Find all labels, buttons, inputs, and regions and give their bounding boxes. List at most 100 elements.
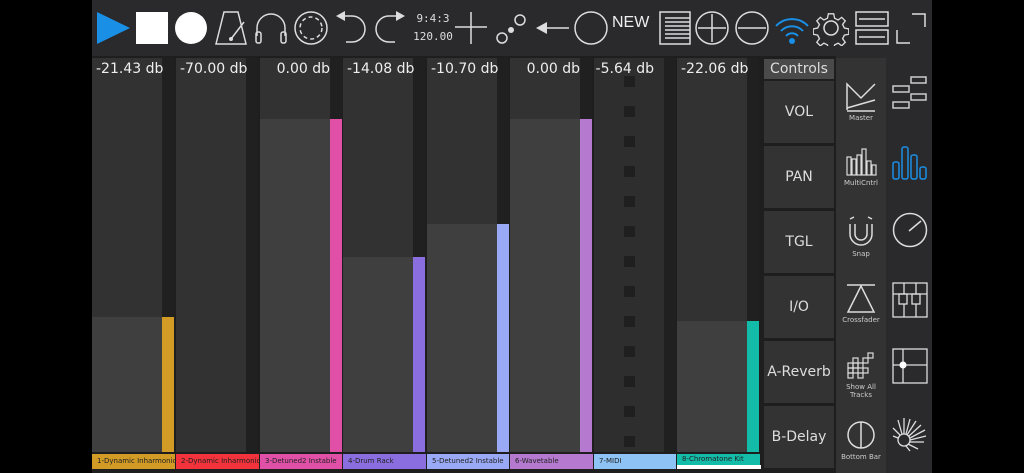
record-button[interactable] xyxy=(174,8,208,48)
xy-pad-view-button[interactable] xyxy=(892,348,928,384)
show-all-tracks-icon xyxy=(847,352,874,379)
headphones-icon xyxy=(255,13,287,44)
volume-fader[interactable] xyxy=(92,317,162,452)
b-delay-button[interactable]: B-Delay xyxy=(764,406,834,468)
track-strip[interactable]: -22.06 db xyxy=(677,58,759,452)
track-strip-midi[interactable]: -5.64 db xyxy=(594,58,676,452)
app-window: 9:4:3 120.00 NEW xyxy=(92,0,932,473)
fullscreen-button[interactable] xyxy=(894,8,928,48)
midi-indicator xyxy=(624,406,635,417)
add-button[interactable] xyxy=(454,8,488,48)
crossfader-tool[interactable]: Crossfader xyxy=(836,282,886,324)
stop-button[interactable] xyxy=(135,8,169,48)
metronome-icon xyxy=(215,11,247,45)
redo-button[interactable] xyxy=(373,8,407,48)
loop-icon xyxy=(294,11,328,45)
tgl-button[interactable]: TGL xyxy=(764,211,834,273)
a-reverb-button[interactable]: A-Reverb xyxy=(764,341,834,403)
record-icon xyxy=(175,12,207,44)
master-tool[interactable]: Master xyxy=(836,80,886,122)
back-button[interactable] xyxy=(535,8,571,48)
track-name-label[interactable]: 3-Detuned2 Instable xyxy=(260,454,343,469)
track-name-label[interactable]: 2-Dynamic Inharmonics xyxy=(176,454,260,469)
stop-icon xyxy=(136,12,168,44)
midi-indicator xyxy=(624,76,635,87)
new-button[interactable]: NEW xyxy=(612,14,650,31)
multi-control-tool[interactable]: MultiCntrl xyxy=(836,145,886,187)
track-strip[interactable]: -14.08 db xyxy=(343,58,425,452)
burst-view-icon xyxy=(892,418,927,452)
track-name-label[interactable]: 5-Detuned2 Instable xyxy=(427,454,510,469)
automation-button[interactable] xyxy=(494,8,528,48)
volume-fader[interactable] xyxy=(427,224,497,452)
volume-db: -5.64 db xyxy=(595,61,654,77)
zoom-in-button[interactable] xyxy=(694,8,730,48)
track-strip[interactable]: 0.00 db xyxy=(510,58,592,452)
bottom-bar-icon xyxy=(847,421,875,449)
bottom-bar-tool[interactable]: Bottom Bar xyxy=(836,419,886,461)
crossfader-label: Crossfader xyxy=(842,316,880,324)
track-strip[interactable]: -70.00 db xyxy=(176,58,258,452)
mixer-view-button[interactable] xyxy=(892,144,928,180)
play-button[interactable] xyxy=(94,8,132,48)
volume-fader[interactable] xyxy=(343,257,413,452)
volume-db: -22.06 db xyxy=(681,61,749,77)
arrangement-view-button[interactable] xyxy=(892,74,928,110)
level-meter xyxy=(747,321,759,452)
vol-button[interactable]: VOL xyxy=(764,81,834,143)
track-strip[interactable]: -21.43 db xyxy=(92,58,174,452)
midi-indicator xyxy=(624,376,635,387)
wifi-sync-button[interactable] xyxy=(774,8,810,48)
tempo-display[interactable]: 9:4:3 120.00 xyxy=(410,10,456,46)
plus-icon xyxy=(455,12,487,44)
volume-db: -10.70 db xyxy=(431,61,499,77)
io-button[interactable]: I/O xyxy=(764,276,834,338)
loop-button[interactable] xyxy=(293,8,329,48)
view-switcher xyxy=(886,56,932,473)
settings-button[interactable] xyxy=(813,8,849,48)
keyboard-view-button[interactable] xyxy=(892,282,928,318)
level-meter xyxy=(330,119,342,452)
volume-fader[interactable] xyxy=(260,119,330,452)
track-name-label[interactable]: 8-Chromatone Kit xyxy=(677,454,761,465)
wifi-icon xyxy=(775,18,809,44)
toolbar: 9:4:3 120.00 NEW xyxy=(92,0,932,56)
master-icon xyxy=(846,82,876,112)
track-strip[interactable]: -10.70 db xyxy=(427,58,509,452)
fullscreen-icon xyxy=(896,13,926,44)
midi-indicator xyxy=(624,136,635,147)
show-all-tracks-label: Show All Tracks xyxy=(846,383,876,399)
midi-indicator xyxy=(624,106,635,117)
track-name-label[interactable]: 4-Drum Rack xyxy=(343,454,427,469)
zoom-out-icon xyxy=(735,11,769,45)
knob-view-icon xyxy=(892,212,928,248)
circle-button[interactable] xyxy=(573,8,609,48)
snap-tool[interactable]: Snap xyxy=(836,216,886,258)
track-strip[interactable]: 0.00 db xyxy=(260,58,342,452)
keyboard-view-icon xyxy=(892,282,928,318)
zoom-out-button[interactable] xyxy=(734,8,770,48)
level-meter xyxy=(497,224,509,452)
track-name-label[interactable]: 1-Dynamic Inharmonics xyxy=(92,454,176,469)
pan-button[interactable]: PAN xyxy=(764,146,834,208)
track-name-label[interactable]: 7-MIDI xyxy=(594,454,677,469)
track-name-label[interactable]: 6-Wavetable xyxy=(510,454,594,469)
play-icon xyxy=(97,12,130,44)
level-meter xyxy=(580,119,592,452)
volume-db: 0.00 db xyxy=(276,61,330,77)
volume-db: -70.00 db xyxy=(180,61,248,77)
burst-view-button[interactable] xyxy=(892,416,928,452)
headphones-button[interactable] xyxy=(253,8,289,48)
list-button[interactable] xyxy=(658,8,692,48)
master-label: Master xyxy=(849,114,873,122)
metronome-button[interactable] xyxy=(214,8,248,48)
level-meter xyxy=(162,317,174,452)
volume-fader[interactable] xyxy=(677,321,747,452)
layout-button[interactable] xyxy=(854,8,890,48)
knob-view-button[interactable] xyxy=(892,212,928,248)
multi-control-label: MultiCntrl xyxy=(843,179,878,187)
volume-db: -14.08 db xyxy=(347,61,415,77)
show-all-tracks-tool[interactable]: Show All Tracks xyxy=(836,349,886,399)
undo-button[interactable] xyxy=(334,8,368,48)
volume-fader[interactable] xyxy=(510,119,580,452)
